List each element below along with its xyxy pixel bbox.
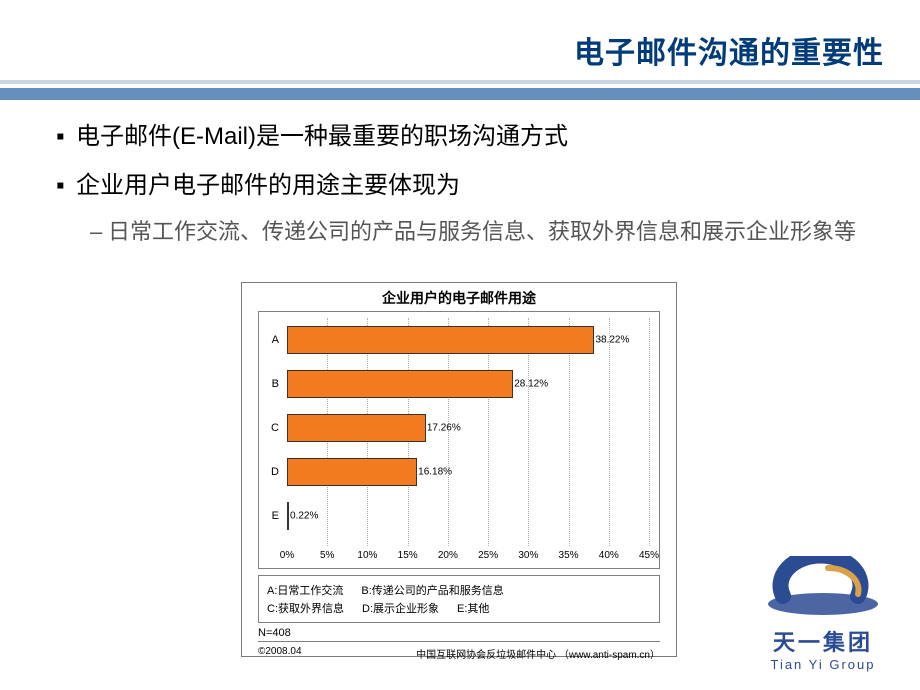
chart-y-category: E [272, 510, 287, 522]
bullet-1: ▪电子邮件(E-Mail)是一种最重要的职场沟通方式 [56, 116, 880, 151]
chart-x-tick: 30% [518, 550, 538, 561]
title-wrap: 电子邮件沟通的重要性 [574, 28, 884, 72]
header-rule [0, 80, 920, 100]
chart-x-tick: 20% [438, 550, 458, 561]
legend-row-1: A:日常工作交流 B:传递公司的产品和服务信息 [267, 582, 651, 600]
bullet-square-icon: ▪ [56, 123, 76, 151]
chart-bar: 28.12% [287, 370, 513, 398]
chart-copyright: ©2008.04 [258, 646, 302, 661]
chart-bar-value: 28.12% [512, 379, 548, 390]
chart-y-category: D [271, 466, 287, 478]
brand-logo: 天一集团 Tian Yi Group [758, 556, 888, 672]
chart-footer: ©2008.04 中国互联网协会反垃圾邮件中心 （www.anti-spam.c… [258, 642, 660, 665]
legend-item-d: D:展示企业形象 [362, 600, 439, 616]
chart-x-axis: 0%5%10%15%20%25%30%35%40%45% [287, 548, 649, 566]
chart-bar: 38.22% [287, 326, 594, 354]
sub-bullet-1: –日常工作交流、传递公司的产品与服务信息、获取外界信息和展示企业形象等 [90, 214, 880, 246]
legend-item-e: E:其他 [457, 600, 489, 616]
legend-row-2: C:获取外界信息 D:展示企业形象 E:其他 [267, 600, 651, 618]
chart-bar-value: 17.26% [425, 423, 461, 434]
chart-x-tick: 25% [478, 550, 498, 561]
chart-bar: 16.18% [287, 458, 417, 486]
bullet-1-text: 电子邮件(E-Mail)是一种最重要的职场沟通方式 [76, 123, 568, 150]
bullet-list: ▪电子邮件(E-Mail)是一种最重要的职场沟通方式 ▪企业用户电子邮件的用途主… [56, 116, 880, 246]
bullet-2: ▪企业用户电子邮件的用途主要体现为 [56, 165, 880, 200]
page-title: 电子邮件沟通的重要性 [574, 28, 884, 72]
chart-x-tick: 5% [320, 550, 334, 561]
chart-source: 中国互联网协会反垃圾邮件中心 （www.anti-spam.cn） [416, 646, 660, 661]
content-area: ▪电子邮件(E-Mail)是一种最重要的职场沟通方式 ▪企业用户电子邮件的用途主… [56, 110, 880, 254]
chart-x-tick: 15% [398, 550, 418, 561]
chart-plot-area: A38.22%B28.12%C17.26%D16.18%E0.22% 0%5%1… [258, 311, 660, 569]
chart-legend: A:日常工作交流 B:传递公司的产品和服务信息 C:获取外界信息 D:展示企业形… [258, 575, 660, 623]
legend-item-b: B:传递公司的产品和服务信息 [361, 582, 503, 598]
bullet-square-icon: ▪ [56, 172, 76, 200]
chart-bar: 0.22% [287, 502, 289, 530]
chart-bar-row: E0.22% [287, 502, 649, 530]
brand-name-cn: 天一集团 [758, 625, 888, 657]
legend-item-a: A:日常工作交流 [267, 582, 343, 598]
chart-bar-row: D16.18% [287, 458, 649, 486]
bullet-dash-icon: – [90, 219, 108, 245]
slide: 电子邮件沟通的重要性 ▪电子邮件(E-Mail)是一种最重要的职场沟通方式 ▪企… [0, 0, 920, 690]
chart-bar-row: A38.22% [287, 326, 649, 354]
logo-swoosh-icon [758, 556, 888, 618]
chart-gridline [649, 318, 650, 546]
chart-y-category: A [272, 334, 287, 346]
chart-bar-row: B28.12% [287, 370, 649, 398]
chart-y-category: B [272, 378, 287, 390]
chart-sample-size: N=408 [258, 625, 660, 642]
chart-bar-value: 0.22% [288, 511, 318, 522]
chart-container: 企业用户的电子邮件用途 A38.22%B28.12%C17.26%D16.18%… [241, 282, 677, 657]
chart-bar: 17.26% [287, 414, 426, 442]
chart-plot-inner: A38.22% B28.12% C17.26% D16.18% E0.22% [287, 318, 649, 546]
chart-bar-value: 38.22% [593, 335, 629, 346]
chart-y-category: C [271, 422, 287, 434]
chart-x-tick: 35% [559, 550, 579, 561]
legend-item-c: C:获取外界信息 [267, 600, 344, 616]
chart-x-tick: 0% [280, 550, 294, 561]
chart-bar-row: C17.26% [287, 414, 649, 442]
chart-x-tick: 45% [639, 550, 659, 561]
header-rule-dark [0, 88, 920, 100]
brand-name-en: Tian Yi Group [758, 657, 888, 672]
chart-x-tick: 40% [599, 550, 619, 561]
bullet-2-text: 企业用户电子邮件的用途主要体现为 [76, 172, 460, 199]
sub-bullet-1-text: 日常工作交流、传递公司的产品与服务信息、获取外界信息和展示企业形象等 [108, 219, 856, 244]
chart-bar-value: 16.18% [416, 467, 452, 478]
chart-x-tick: 10% [357, 550, 377, 561]
chart-title: 企业用户的电子邮件用途 [242, 283, 676, 311]
